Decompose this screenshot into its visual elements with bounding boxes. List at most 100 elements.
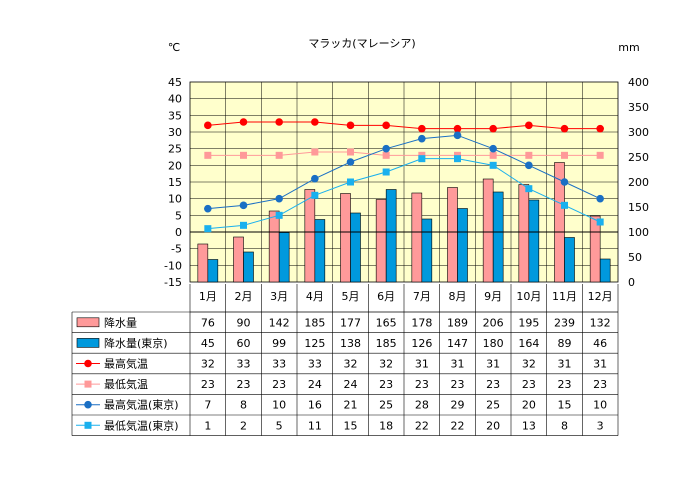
table-cell: 23: [522, 378, 536, 391]
table-cell: 32: [379, 358, 393, 371]
line-min-temp-tokyo: [207, 158, 601, 230]
table-cell: 89: [558, 337, 572, 350]
table-cell: 32: [344, 358, 358, 371]
bar-rain: [197, 243, 209, 283]
legend-key-marker: [84, 359, 92, 368]
bar-rain-tokyo: [564, 237, 575, 283]
table-cell: 20: [486, 419, 500, 432]
bar-rain: [589, 215, 601, 283]
point-min-temp-tokyo: [454, 155, 461, 163]
legend-key-bar: [76, 317, 100, 328]
left-tick-label: 45: [168, 76, 182, 89]
table-cell: 23: [237, 378, 251, 391]
legend-name: 降水量(東京): [104, 336, 168, 350]
table-cell: 31: [486, 358, 500, 371]
x-tick-label: 1月: [199, 290, 217, 303]
point-min-temp: [347, 148, 354, 156]
left-tick-label: 20: [168, 159, 182, 172]
point-max-temp: [560, 124, 569, 133]
left-tick-label: -10: [164, 259, 182, 272]
table-cell: 185: [376, 337, 397, 350]
point-min-temp: [240, 151, 247, 159]
point-min-temp-tokyo: [382, 168, 390, 176]
table-cell: 23: [451, 378, 465, 391]
table-cell: 177: [340, 316, 361, 329]
point-max-temp-tokyo: [596, 194, 604, 203]
table-cell: 23: [593, 378, 607, 391]
table-cell: 28: [415, 399, 429, 412]
point-min-temp-tokyo: [347, 178, 354, 186]
table-cell: 15: [344, 419, 358, 432]
point-max-temp: [275, 118, 283, 126]
right-tick-label: 0: [628, 276, 635, 289]
table-cell: 3: [597, 419, 604, 432]
legend-name: 最低気温: [104, 377, 148, 391]
table-cell: 33: [272, 358, 286, 371]
bar-rain: [447, 187, 458, 283]
table-cell: 23: [379, 378, 393, 391]
right-tick-label: 150: [628, 201, 649, 214]
table-cell: 23: [201, 378, 215, 391]
table-cell: 142: [269, 316, 290, 329]
bar-rain: [482, 178, 494, 283]
left-tick-label: 25: [168, 143, 182, 156]
table-cell: 132: [590, 316, 611, 329]
bar-rain-tokyo: [243, 251, 254, 283]
x-tick-label: 4月: [306, 290, 324, 303]
table-cell: 147: [447, 337, 468, 350]
point-min-temp: [275, 151, 283, 159]
point-min-temp: [561, 151, 568, 159]
x-tick-label: 10月: [516, 290, 541, 303]
point-max-temp-tokyo: [311, 174, 319, 183]
table-cell: 138: [340, 337, 361, 350]
legend-name: 最低気温(東京): [104, 418, 179, 432]
left-tick-label: -5: [171, 243, 182, 256]
table-cell: 20: [522, 399, 536, 412]
x-tick-label: 2月: [235, 290, 253, 303]
point-min-temp-tokyo: [596, 218, 604, 226]
right-tick-label: 50: [628, 251, 642, 264]
table-cell: 195: [518, 316, 539, 329]
point-max-temp-tokyo: [453, 131, 462, 140]
bar-rain-tokyo: [421, 218, 433, 283]
right-tick-label: 400: [628, 76, 649, 89]
legend-key-marker: [84, 380, 92, 388]
table-cell: 31: [415, 358, 429, 371]
bar-rain: [233, 236, 244, 283]
point-max-temp-tokyo: [346, 158, 355, 166]
point-min-temp-tokyo: [525, 185, 533, 193]
point-max-temp-tokyo: [382, 144, 390, 153]
right-tick-label: 200: [628, 176, 649, 189]
point-min-temp-tokyo: [311, 191, 319, 199]
table-cell: 23: [272, 378, 286, 391]
bar-rain-tokyo: [278, 232, 290, 283]
legend-name: 降水量: [104, 315, 137, 329]
bar-rain-tokyo: [207, 259, 219, 283]
table-cell: 21: [344, 399, 358, 412]
table-cell: 23: [415, 378, 429, 391]
legend-key-marker: [84, 421, 92, 429]
table-cell: 25: [486, 399, 500, 412]
table-cell: 7: [204, 399, 211, 412]
point-min-temp: [204, 151, 212, 159]
bar-rain: [518, 184, 530, 283]
table-cell: 18: [379, 419, 393, 432]
x-tick-label: 12月: [588, 290, 613, 303]
x-tick-label: 6月: [377, 290, 395, 303]
table-cell: 1: [204, 419, 211, 432]
legend-name: 最高気温: [104, 357, 148, 371]
x-tick-label: 3月: [270, 290, 288, 303]
bar-rain-tokyo: [350, 212, 361, 283]
point-min-temp: [311, 148, 319, 156]
point-max-temp-tokyo: [560, 178, 569, 186]
point-min-temp-tokyo: [204, 225, 212, 233]
table-cell: 2: [240, 419, 247, 432]
x-tick-label: 9月: [484, 290, 502, 303]
table-cell: 24: [344, 378, 358, 391]
point-min-temp: [596, 151, 604, 159]
table-cell: 99: [272, 337, 286, 350]
table-cell: 90: [237, 316, 251, 329]
x-tick-label: 11月: [552, 290, 577, 303]
table-cell: 29: [451, 399, 465, 412]
